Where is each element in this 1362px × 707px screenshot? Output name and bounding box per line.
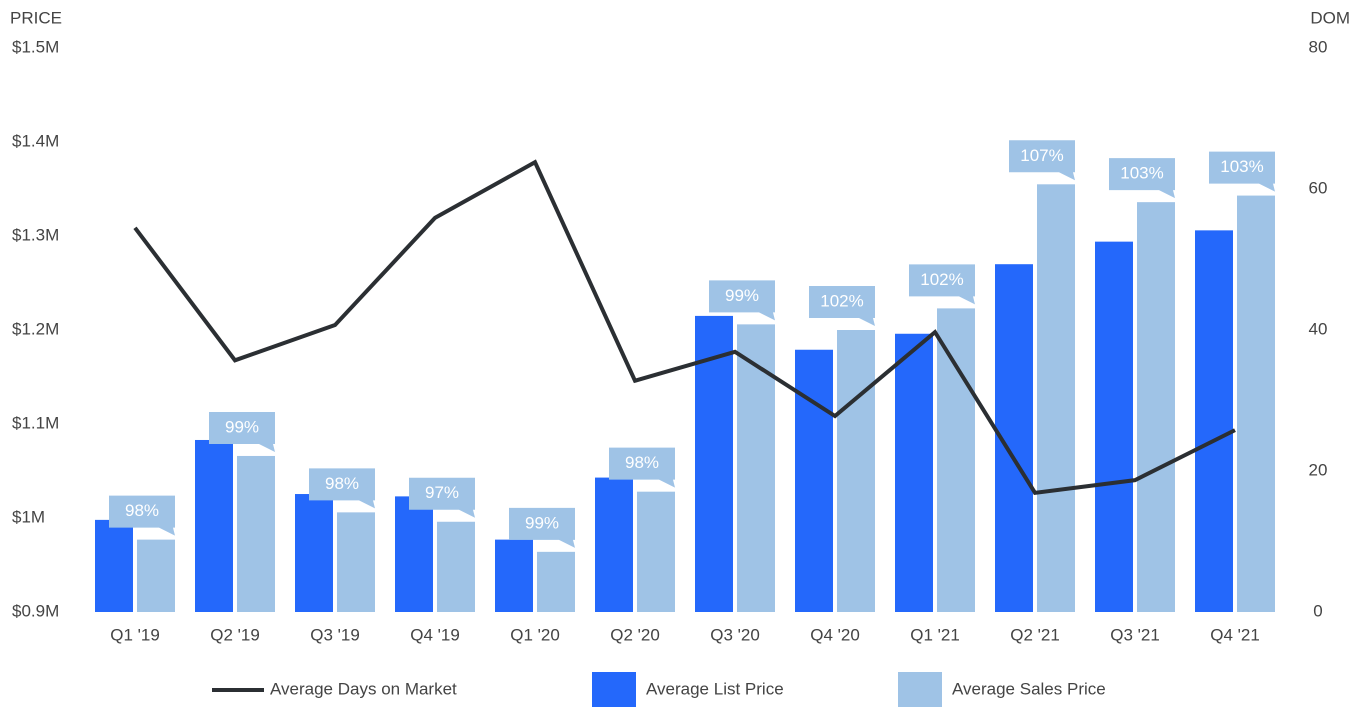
ratio-label: 99% [725, 286, 759, 305]
ratio-label: 98% [625, 453, 659, 472]
line [133, 159, 1236, 496]
y2-tick-label: 20 [1309, 460, 1328, 479]
y-tick-label: $1M [12, 507, 45, 526]
x-tick-label: Q3 '21 [1110, 625, 1160, 644]
bar [595, 477, 633, 612]
bar [1237, 195, 1275, 612]
bar [1195, 230, 1233, 613]
ratio-callout [409, 477, 475, 518]
ratio-label: 102% [920, 270, 963, 289]
y-tick-label: $1.4M [12, 131, 59, 150]
bar [795, 349, 833, 612]
bar [137, 539, 175, 612]
y2-tick-label: 80 [1309, 37, 1328, 56]
bar [695, 315, 733, 612]
ratio-callout [1009, 140, 1075, 181]
ratio-label: 99% [525, 513, 559, 532]
ratio-callout [1209, 151, 1275, 192]
legend-label: Average List Price [646, 679, 784, 698]
ratio-callout [109, 495, 175, 536]
bar [1095, 241, 1133, 612]
bar [637, 491, 675, 612]
legend-label: Average Sales Price [952, 679, 1106, 698]
bar [495, 539, 533, 612]
ratio-label: 99% [225, 417, 259, 436]
bar [837, 330, 875, 612]
x-tick-label: Q2 '19 [210, 625, 260, 644]
ratio-callout [309, 468, 375, 509]
bar [895, 333, 933, 612]
bar [1137, 202, 1175, 612]
y2-tick-label: 40 [1309, 319, 1328, 338]
bar [237, 455, 275, 612]
ratio-callout [609, 447, 675, 488]
x-tick-label: Q2 '20 [610, 625, 660, 644]
bar [195, 439, 233, 612]
ratio-callout [209, 411, 275, 452]
x-tick-label: Q3 '20 [710, 625, 760, 644]
ratio-label: 98% [325, 474, 359, 493]
ratio-label: 102% [820, 291, 863, 310]
y2-tick-label: 0 [1313, 601, 1322, 620]
bar [295, 494, 333, 612]
ratio-callout [709, 280, 775, 321]
ratio-callout [509, 507, 575, 548]
bar [1037, 184, 1075, 613]
y-tick-label: $1.5M [12, 37, 59, 56]
ratio-label: 103% [1220, 157, 1263, 176]
y-tick-label: $1.2M [12, 319, 59, 338]
x-tick-label: Q4 '21 [1210, 625, 1260, 644]
bar [537, 551, 575, 612]
x-tick-label: Q4 '19 [410, 625, 460, 644]
legend-label: Average Days on Market [270, 679, 457, 698]
legend-swatch [898, 672, 942, 707]
bar [395, 496, 433, 612]
y-axis-label: PRICE [10, 8, 62, 27]
x-tick-label: Q1 '21 [910, 625, 960, 644]
x-tick-label: Q3 '19 [310, 625, 360, 644]
bar [437, 521, 475, 612]
ratio-label: 97% [425, 483, 459, 502]
x-tick-label: Q4 '20 [810, 625, 860, 644]
ratio-label: 107% [1020, 146, 1063, 165]
ratio-callout [909, 264, 975, 305]
x-tick-label: Q1 '19 [110, 625, 160, 644]
ratio-label: 98% [125, 501, 159, 520]
ratio-callout [809, 286, 875, 326]
y-tick-label: $1.1M [12, 413, 59, 432]
y2-axis-label: DOM [1310, 8, 1350, 27]
y2-tick-label: 60 [1309, 178, 1328, 197]
x-tick-label: Q1 '20 [510, 625, 560, 644]
y-tick-label: $1.3M [12, 225, 59, 244]
x-tick-label: Q2 '21 [1010, 625, 1060, 644]
y-tick-label: $0.9M [12, 601, 59, 620]
bar [95, 519, 133, 612]
legend-swatch [592, 672, 636, 707]
ratio-callout [1109, 158, 1175, 199]
ratio-label: 103% [1120, 164, 1163, 183]
bar [337, 512, 375, 612]
bar [937, 308, 975, 612]
